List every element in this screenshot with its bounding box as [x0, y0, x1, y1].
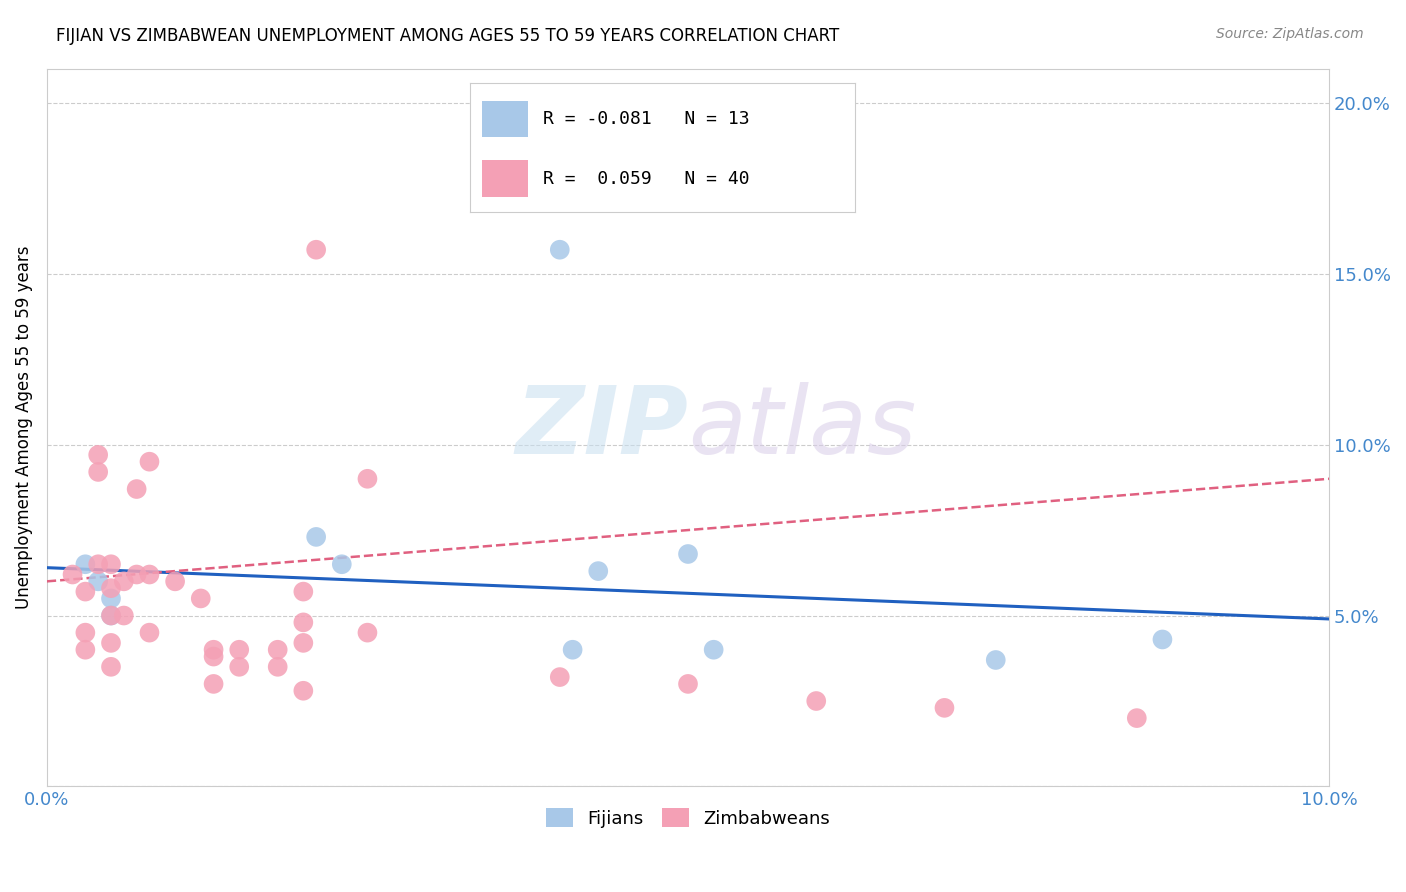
Point [292, 584, 315, 599]
Point [202, 642, 225, 657]
Point [676, 677, 699, 691]
Point [561, 642, 583, 657]
Point [356, 625, 378, 640]
Text: Source: ZipAtlas.com: Source: ZipAtlas.com [1216, 27, 1364, 41]
Point [100, 660, 122, 674]
Point [228, 642, 250, 657]
Point [548, 670, 571, 684]
Point [292, 636, 315, 650]
Point [588, 564, 610, 578]
Point [112, 574, 135, 589]
Point [305, 243, 328, 257]
Y-axis label: Unemployment Among Ages 55 to 59 years: Unemployment Among Ages 55 to 59 years [15, 246, 32, 609]
Point [806, 694, 828, 708]
Point [100, 581, 122, 595]
Point [267, 660, 290, 674]
Point [100, 608, 122, 623]
Text: atlas: atlas [688, 382, 917, 473]
Point [356, 472, 378, 486]
Point [112, 608, 135, 623]
Point [190, 591, 212, 606]
Point [87, 465, 110, 479]
Point [934, 701, 956, 715]
Point [292, 683, 315, 698]
Point [75, 558, 97, 572]
Point [267, 642, 290, 657]
Point [100, 636, 122, 650]
Point [75, 642, 97, 657]
Point [87, 558, 110, 572]
Point [100, 558, 122, 572]
Point [676, 547, 699, 561]
Point [548, 243, 571, 257]
Point [305, 530, 328, 544]
Point [202, 677, 225, 691]
Point [1152, 632, 1174, 647]
Point [1126, 711, 1149, 725]
Point [138, 567, 160, 582]
Point [100, 591, 122, 606]
Point [330, 558, 353, 572]
Point [202, 649, 225, 664]
Point [75, 625, 97, 640]
Point [87, 448, 110, 462]
Point [292, 615, 315, 630]
Text: FIJIAN VS ZIMBABWEAN UNEMPLOYMENT AMONG AGES 55 TO 59 YEARS CORRELATION CHART: FIJIAN VS ZIMBABWEAN UNEMPLOYMENT AMONG … [56, 27, 839, 45]
Legend: Fijians, Zimbabweans: Fijians, Zimbabweans [538, 801, 838, 835]
Point [125, 567, 148, 582]
Point [138, 455, 160, 469]
Point [62, 567, 84, 582]
Point [75, 584, 97, 599]
Point [125, 482, 148, 496]
Point [138, 625, 160, 640]
Point [87, 574, 110, 589]
Point [228, 660, 250, 674]
Point [165, 574, 187, 589]
Text: ZIP: ZIP [515, 382, 688, 474]
Point [100, 608, 122, 623]
Point [703, 642, 725, 657]
Point [984, 653, 1007, 667]
